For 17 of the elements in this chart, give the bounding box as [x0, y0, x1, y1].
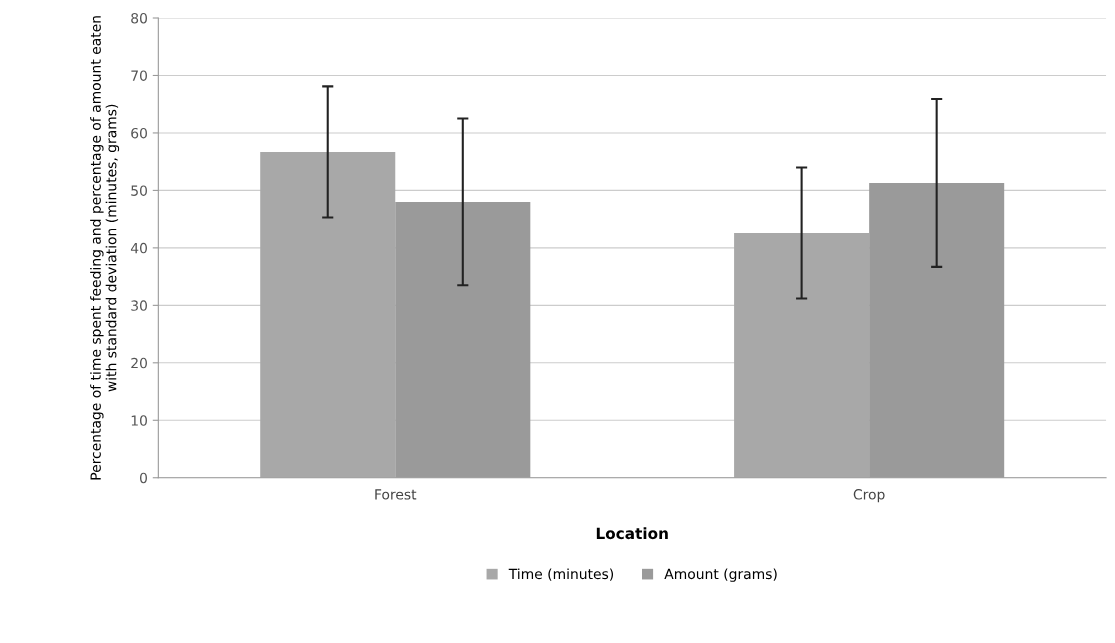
x-axis-title: Location	[596, 527, 668, 540]
y-axis-title: Percentage of time spent feeding and percentage of amount eaten with standard deviation (minutes, grams)	[90, 16, 120, 480]
y-tick-label: 60	[131, 127, 147, 139]
x-tick-label: Forest	[375, 489, 417, 500]
y-tick-label: 80	[131, 12, 147, 24]
y-tick-label: 50	[131, 185, 147, 196]
y-tick-label: 30	[131, 300, 147, 311]
y-tick-label: 20	[131, 357, 147, 369]
y-tick-label: 0	[139, 472, 147, 484]
y-tick-label: 10	[131, 415, 147, 426]
bar	[734, 232, 870, 478]
x-tick-label: Crop	[853, 489, 885, 503]
legend-label: Amount (grams)	[664, 568, 777, 582]
legend-label: Time (minutes)	[508, 568, 614, 581]
bar	[260, 151, 396, 478]
y-tick-label: 40	[130, 242, 147, 254]
y-tick-label: 70	[131, 70, 147, 81]
